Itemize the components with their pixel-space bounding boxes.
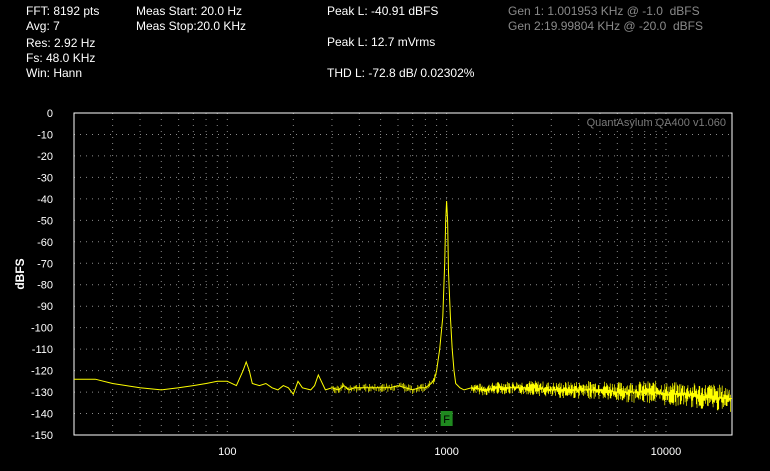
peak-dbfs-readout: Peak L: -40.91 dBFS	[327, 4, 439, 18]
y-tick-label: -70	[37, 258, 53, 270]
averages-readout: Avg: 7	[26, 19, 60, 33]
y-tick-label: -10	[37, 129, 53, 141]
fft-size-readout: FFT: 8192 pts	[26, 4, 100, 18]
y-tick-label: -140	[31, 409, 53, 421]
y-tick-label: -60	[37, 237, 53, 249]
sample-rate-readout: Fs: 48.0 KHz	[26, 51, 96, 65]
y-tick-label: -110	[32, 344, 53, 356]
generator-1-readout: Gen 1: 1.001953 KHz @ -1.0 dBFS	[508, 4, 700, 18]
y-tick-label: -100	[31, 323, 53, 335]
y-tick-labels: 0 -10 -20 -30 -40 -50 -60 -70 -80 -90 -100 -110 -120…	[31, 108, 53, 442]
noise-strokes	[331, 372, 731, 412]
y-tick-label: -90	[37, 301, 53, 313]
meas-stop-readout: Meas Stop:20.0 KHz	[136, 19, 247, 33]
y-tick-label: -120	[31, 366, 53, 378]
y-tick-label: -40	[37, 194, 53, 206]
x-tick-label: 100	[218, 446, 236, 458]
meas-start-readout: Meas Start: 20.0 Hz	[136, 4, 243, 18]
y-tick-label: -130	[31, 387, 53, 399]
y-tick-label: -80	[37, 280, 53, 292]
y-tick-label: -50	[37, 215, 53, 227]
x-tick-label: 10000	[651, 446, 682, 458]
peak-vrms-readout: Peak L: 12.7 mVrms	[327, 35, 436, 49]
spectrum-trace	[74, 200, 732, 399]
plot-frame	[73, 112, 733, 436]
marker-box[interactable]	[440, 411, 453, 426]
y-axis-label: dBFS	[13, 258, 27, 289]
watermark-label: QuantAsylum QA400 v1.060	[587, 117, 726, 129]
x-tick-label: 1000	[434, 446, 458, 458]
y-tick-label: -30	[37, 172, 53, 184]
noise-band	[331, 372, 731, 412]
window-readout: Win: Hann	[26, 66, 83, 80]
thd-readout: THD L: -72.8 dB/ 0.02302%	[327, 66, 475, 80]
marker-label: F	[443, 414, 450, 426]
generator-2-readout: Gen 2:19.99804 KHz @ -20.0 dBFS	[508, 19, 703, 33]
y-tick-label: -150	[31, 430, 53, 442]
y-tick-label: 0	[47, 108, 53, 120]
y-tick-label: -20	[37, 151, 53, 163]
fundamental-marker[interactable]: F	[440, 411, 453, 426]
x-tick-labels: 100 1000 10000	[218, 446, 681, 458]
resolution-readout: Res: 2.92 Hz	[26, 36, 96, 50]
